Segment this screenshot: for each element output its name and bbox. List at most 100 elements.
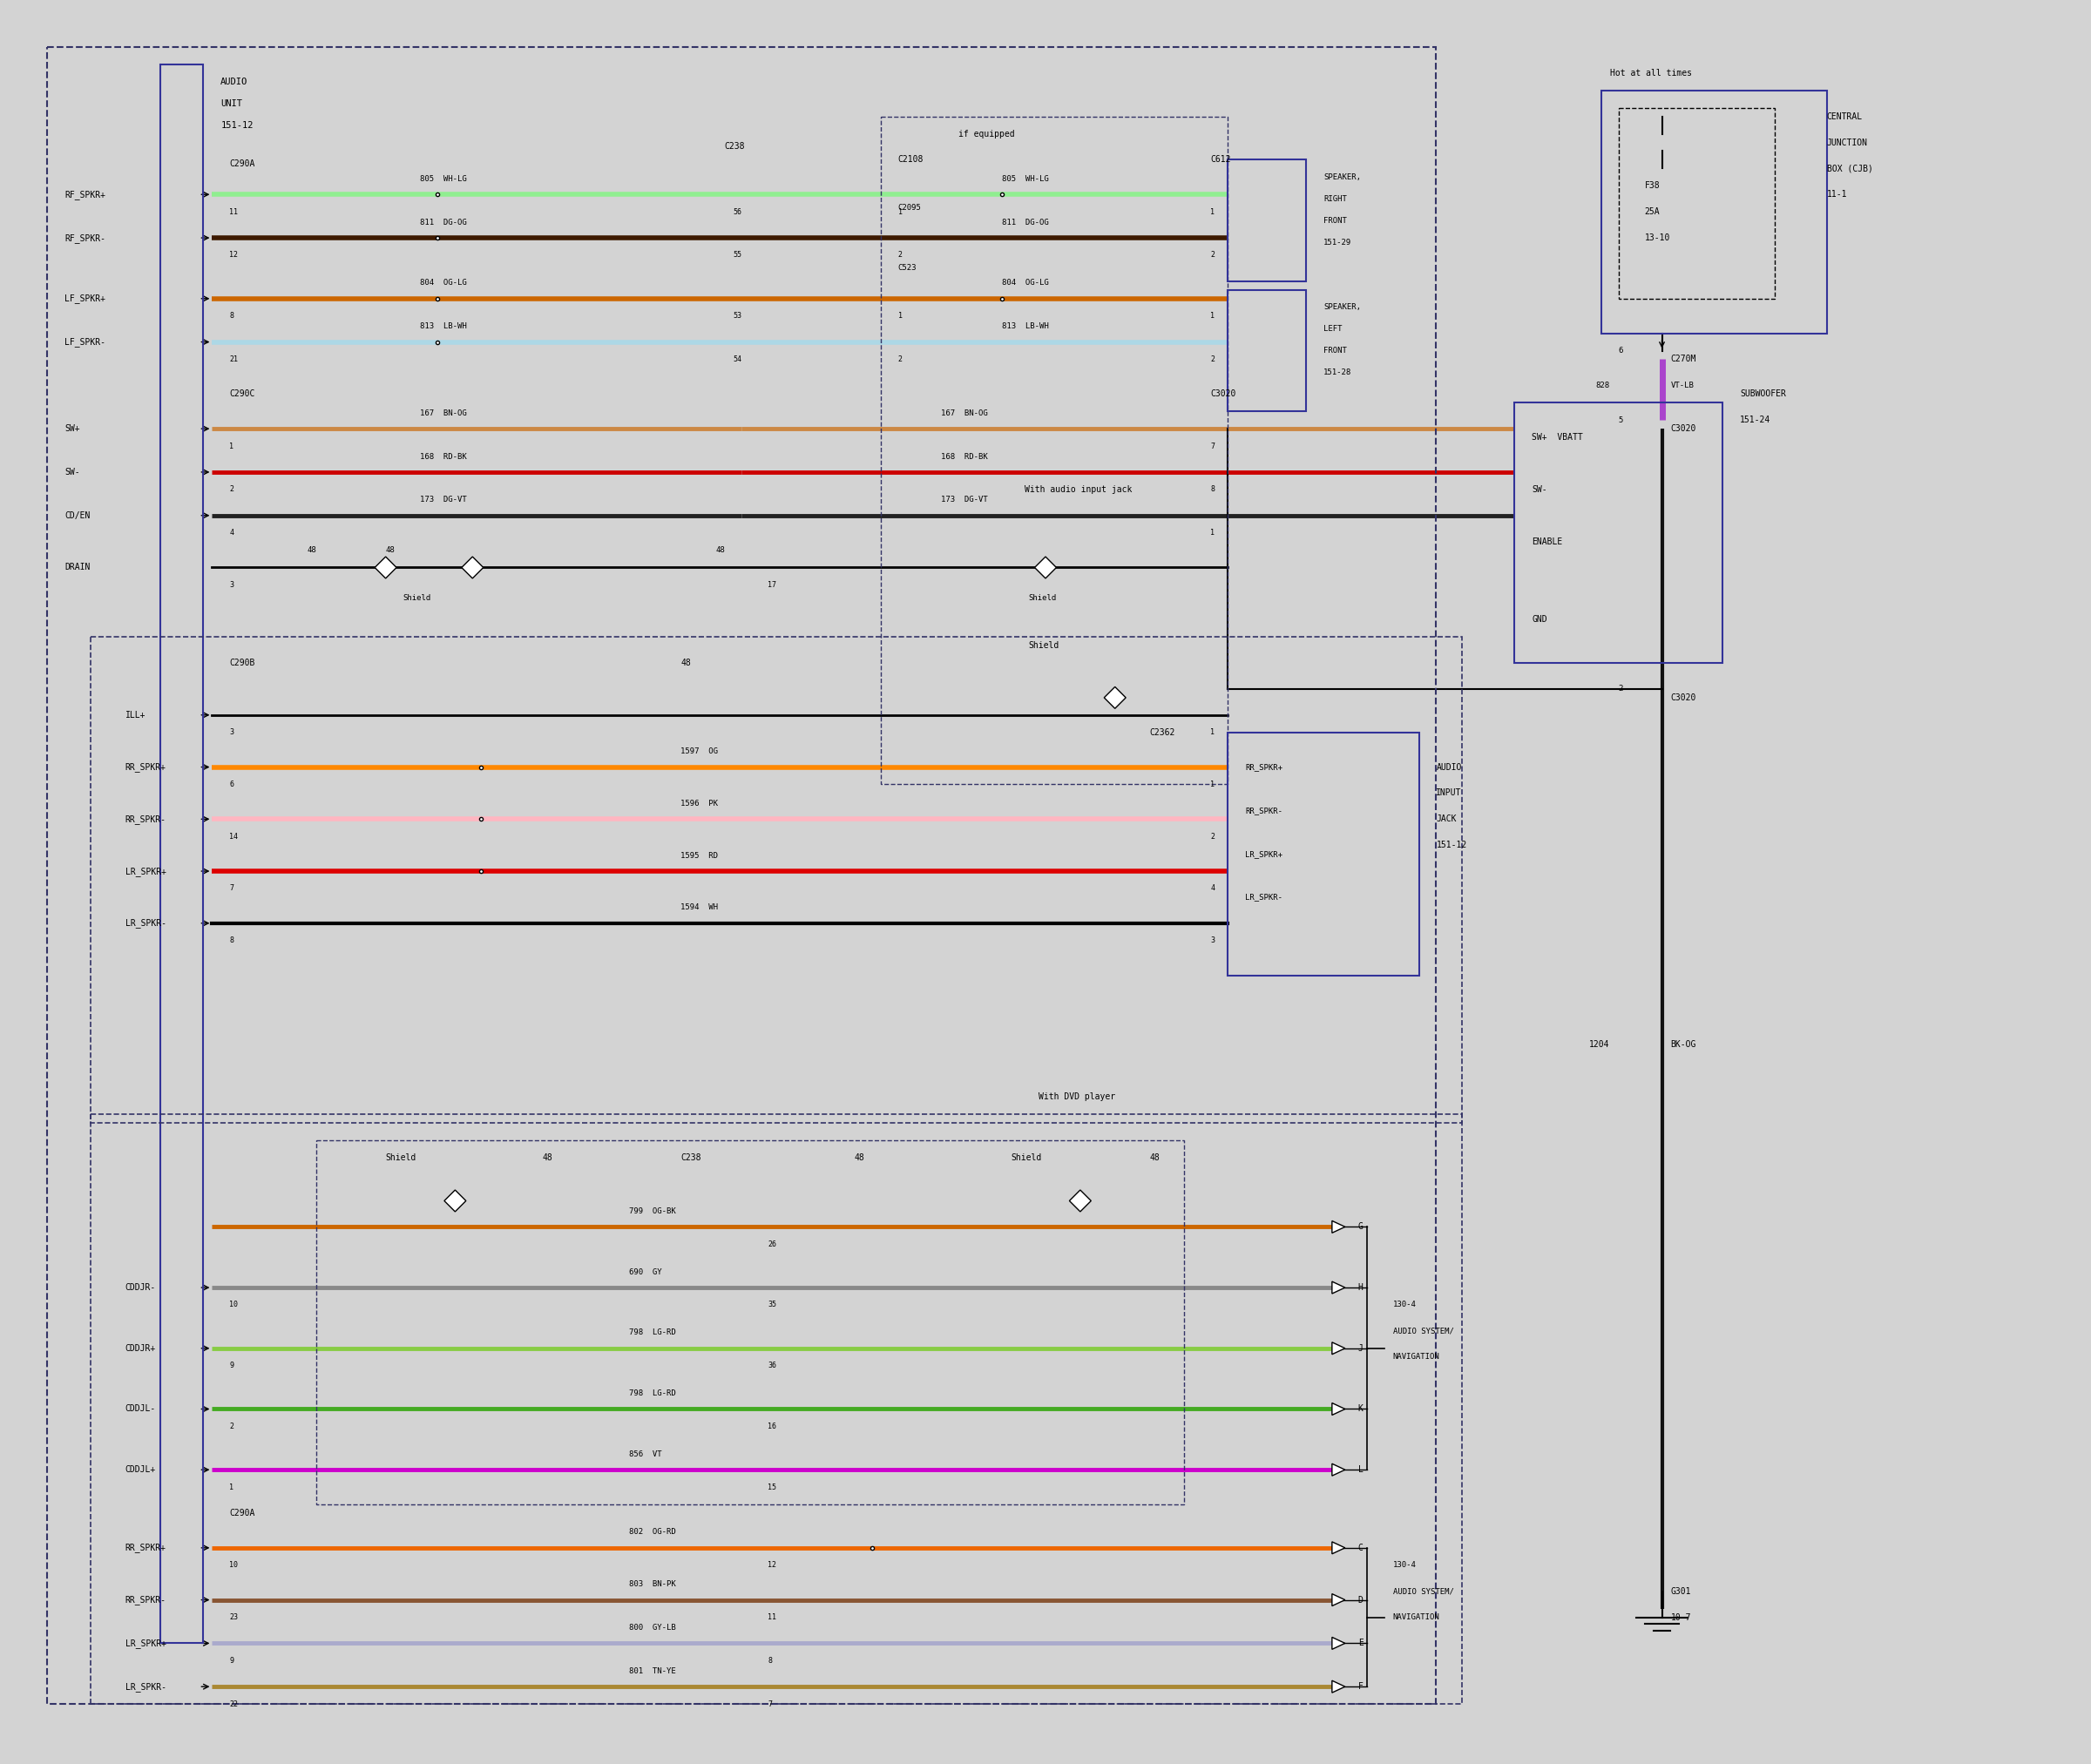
Polygon shape xyxy=(1332,1281,1345,1293)
Text: C523: C523 xyxy=(897,265,916,272)
Text: 151-29: 151-29 xyxy=(1324,238,1351,247)
Text: SW-: SW- xyxy=(65,467,79,476)
Text: INPUT: INPUT xyxy=(1437,789,1462,797)
Text: 15: 15 xyxy=(767,1484,776,1491)
Text: E: E xyxy=(1357,1639,1363,1648)
Text: 48: 48 xyxy=(855,1154,866,1162)
Text: 151-12: 151-12 xyxy=(222,120,253,129)
Text: 4: 4 xyxy=(230,529,234,536)
Text: RR_SPKR-: RR_SPKR- xyxy=(125,1595,165,1605)
Text: GND: GND xyxy=(1533,616,1547,624)
Text: F: F xyxy=(1357,1683,1363,1692)
Text: 801  TN-YE: 801 TN-YE xyxy=(629,1667,675,1676)
Text: C: C xyxy=(1357,1544,1363,1552)
Text: 811  DG-OG: 811 DG-OG xyxy=(1002,219,1050,226)
Text: 48: 48 xyxy=(307,547,318,554)
Text: 11-1: 11-1 xyxy=(1828,191,1846,199)
Text: 48: 48 xyxy=(715,547,726,554)
Text: SUBWOOFER: SUBWOOFER xyxy=(1740,390,1786,399)
Text: 1: 1 xyxy=(230,443,234,450)
Text: CDDJR+: CDDJR+ xyxy=(125,1344,157,1353)
Text: 130-4: 130-4 xyxy=(1393,1561,1416,1570)
Text: 799  OG-BK: 799 OG-BK xyxy=(629,1207,675,1215)
Polygon shape xyxy=(1332,1464,1345,1476)
Polygon shape xyxy=(1035,557,1056,579)
Text: VT-LB: VT-LB xyxy=(1671,381,1694,390)
Text: 10: 10 xyxy=(230,1561,238,1570)
Text: 2: 2 xyxy=(230,485,234,494)
Text: C3020: C3020 xyxy=(1211,390,1236,399)
Text: SPEAKER,: SPEAKER, xyxy=(1324,173,1361,182)
Text: 856  VT: 856 VT xyxy=(629,1450,661,1459)
Text: RF_SPKR+: RF_SPKR+ xyxy=(65,191,105,199)
Text: 1: 1 xyxy=(230,1484,234,1491)
Text: 151-24: 151-24 xyxy=(1740,416,1771,425)
Text: NAVIGATION: NAVIGATION xyxy=(1393,1614,1439,1621)
Text: 1594  WH: 1594 WH xyxy=(682,903,719,912)
Text: C3020: C3020 xyxy=(1671,425,1696,434)
Text: 8: 8 xyxy=(767,1656,772,1665)
Text: CENTRAL: CENTRAL xyxy=(1828,113,1863,120)
Text: 804  OG-LG: 804 OG-LG xyxy=(420,279,466,288)
Text: G301: G301 xyxy=(1671,1588,1692,1596)
Text: 17: 17 xyxy=(767,580,776,589)
Text: 1595  RD: 1595 RD xyxy=(682,852,719,859)
Polygon shape xyxy=(374,557,397,579)
Text: 1: 1 xyxy=(1211,780,1215,789)
Text: C238: C238 xyxy=(723,143,744,152)
Text: 11: 11 xyxy=(230,208,238,215)
Text: 54: 54 xyxy=(734,355,742,363)
Text: 3: 3 xyxy=(1211,937,1215,944)
Text: 6: 6 xyxy=(230,780,234,789)
Text: AUDIO SYSTEM/: AUDIO SYSTEM/ xyxy=(1393,1327,1453,1335)
Text: D: D xyxy=(1357,1595,1363,1603)
Text: CDDJL-: CDDJL- xyxy=(125,1404,157,1413)
Text: 13-10: 13-10 xyxy=(1646,233,1671,242)
Text: 800  GY-LB: 800 GY-LB xyxy=(629,1623,675,1632)
Text: Shield: Shield xyxy=(1029,642,1058,649)
Text: 9: 9 xyxy=(230,1656,234,1665)
Text: LR_SPKR+: LR_SPKR+ xyxy=(1246,850,1282,857)
Text: 48: 48 xyxy=(385,547,395,554)
Text: 2: 2 xyxy=(230,1422,234,1431)
Text: H: H xyxy=(1357,1282,1363,1291)
Text: LR_SPKR-: LR_SPKR- xyxy=(125,919,165,928)
Text: 2: 2 xyxy=(1211,355,1215,363)
Text: 48: 48 xyxy=(682,658,692,667)
Text: 3: 3 xyxy=(230,729,234,736)
Text: 173  DG-VT: 173 DG-VT xyxy=(420,496,466,505)
Text: UNIT: UNIT xyxy=(222,99,243,108)
Text: BOX (CJB): BOX (CJB) xyxy=(1828,164,1874,173)
Text: 802  OG-RD: 802 OG-RD xyxy=(629,1528,675,1536)
Text: C238: C238 xyxy=(682,1154,700,1162)
Text: 10: 10 xyxy=(230,1302,238,1309)
Text: C2108: C2108 xyxy=(897,155,924,164)
Text: 813  LB-WH: 813 LB-WH xyxy=(1002,323,1050,330)
Text: 12: 12 xyxy=(230,250,238,259)
Text: SPEAKER,: SPEAKER, xyxy=(1324,303,1361,310)
Text: 168  RD-BK: 168 RD-BK xyxy=(941,453,989,460)
Text: 2: 2 xyxy=(1618,684,1623,693)
Text: RR_SPKR+: RR_SPKR+ xyxy=(125,1544,165,1552)
Text: 151-12: 151-12 xyxy=(1437,841,1468,850)
Text: LR_SPKR+: LR_SPKR+ xyxy=(125,866,165,877)
Text: 48: 48 xyxy=(1150,1154,1161,1162)
Text: F38: F38 xyxy=(1646,182,1660,191)
Text: 26: 26 xyxy=(767,1240,776,1249)
Text: C2362: C2362 xyxy=(1150,729,1175,737)
Text: ENABLE: ENABLE xyxy=(1533,538,1562,545)
Text: 3: 3 xyxy=(230,580,234,589)
Text: 16: 16 xyxy=(767,1422,776,1431)
Text: LR_SPKR-: LR_SPKR- xyxy=(1246,893,1282,901)
Text: 1597  OG: 1597 OG xyxy=(682,748,719,755)
Polygon shape xyxy=(1332,1595,1345,1605)
Text: 6: 6 xyxy=(1618,348,1623,355)
Text: C290B: C290B xyxy=(230,658,255,667)
Text: AUDIO SYSTEM/: AUDIO SYSTEM/ xyxy=(1393,1588,1453,1595)
Text: 2: 2 xyxy=(1211,250,1215,259)
Text: 798  LG-RD: 798 LG-RD xyxy=(629,1390,675,1397)
Text: 36: 36 xyxy=(767,1362,776,1369)
Text: 8: 8 xyxy=(230,937,234,944)
Text: 1204: 1204 xyxy=(1589,1041,1610,1050)
Text: 11: 11 xyxy=(767,1614,776,1621)
